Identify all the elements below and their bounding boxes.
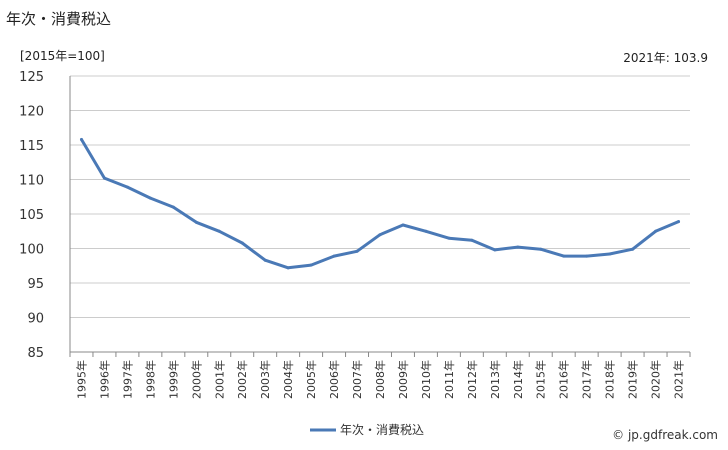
data-point — [447, 236, 451, 240]
data-point — [263, 258, 267, 262]
data-point — [401, 223, 405, 227]
x-tick-label: 2013年 — [488, 360, 502, 399]
x-tick-label: 2005年 — [304, 360, 318, 399]
x-tick-label: 1998年 — [143, 360, 157, 399]
x-tick-label: 2015年 — [534, 360, 548, 399]
y-tick-label: 95 — [27, 277, 44, 292]
x-tick-label: 1996年 — [97, 360, 111, 399]
x-tick-label: 2009年 — [396, 360, 410, 399]
y-tick-label: 100 — [19, 243, 44, 258]
chart-title: 年次・消費税込 — [6, 10, 112, 28]
data-point — [654, 229, 658, 233]
y-tick-label: 105 — [19, 208, 44, 223]
y-tick-label: 125 — [19, 70, 44, 85]
data-point — [516, 245, 520, 249]
x-tick-label: 2001年 — [212, 360, 226, 399]
x-tick-label: 1995年 — [74, 360, 88, 399]
x-tick-label: 2004年 — [281, 360, 295, 399]
x-tick-label: 1997年 — [120, 360, 134, 399]
data-point — [79, 137, 83, 141]
data-point — [562, 254, 566, 258]
x-tick-label: 2019年 — [626, 360, 640, 399]
data-point — [240, 241, 244, 245]
y-tick-label: 85 — [27, 346, 44, 361]
y-tick-label: 90 — [27, 312, 44, 327]
x-tick-label: 2011年 — [442, 360, 456, 399]
data-point — [631, 247, 635, 251]
legend: 年次・消費税込 — [310, 422, 424, 437]
x-tick-label: 2002年 — [235, 360, 249, 399]
x-tick-label: 2003年 — [258, 360, 272, 399]
x-tick-label: 2000年 — [189, 360, 203, 399]
data-point — [355, 249, 359, 253]
x-tick-label: 2012年 — [465, 360, 479, 399]
data-point — [309, 263, 313, 267]
data-point — [608, 252, 612, 256]
x-tick-label: 2017年 — [580, 360, 594, 399]
data-point — [332, 254, 336, 258]
data-point — [424, 229, 428, 233]
y-tick-label: 120 — [19, 105, 44, 120]
data-point — [585, 254, 589, 258]
data-point — [470, 238, 474, 242]
y-tick-label: 115 — [19, 139, 44, 154]
y-tick-label: 110 — [19, 174, 44, 189]
data-point — [677, 220, 681, 224]
y-axis-ticks: 85 90 95 100 105 110 115 120 125 — [19, 70, 44, 361]
data-point — [493, 248, 497, 252]
data-point — [286, 266, 290, 270]
x-axis-ticks: 1995年 1996年 1997年 1998年 1999年 2000年 2001年 2002年… — [69, 352, 691, 399]
x-tick-label: 2010年 — [419, 360, 433, 399]
x-tick-label: 2006年 — [327, 360, 341, 399]
x-tick-label: 2016年 — [557, 360, 571, 399]
data-point — [378, 233, 382, 237]
data-point — [171, 205, 175, 209]
source-credit: © jp.gdfreak.com — [612, 428, 718, 442]
data-point — [102, 176, 106, 180]
legend-label: 年次・消費税込 — [340, 422, 424, 437]
data-point — [539, 247, 543, 251]
x-tick-label: 2008年 — [373, 360, 387, 399]
latest-value-label: 2021年: 103.9 — [623, 51, 708, 65]
x-tick-label: 2018年 — [603, 360, 617, 399]
data-point — [194, 220, 198, 224]
grid-lines — [69, 75, 690, 353]
x-tick-label: 2007年 — [350, 360, 364, 399]
x-tick-label: 2020年 — [649, 360, 663, 399]
series-group — [79, 137, 681, 270]
data-point — [125, 185, 129, 189]
x-tick-label: 2014年 — [511, 360, 525, 399]
x-tick-label: 2021年 — [672, 360, 686, 399]
data-point — [217, 229, 221, 233]
x-tick-label: 1999年 — [166, 360, 180, 399]
unit-label: [2015年=100] — [20, 49, 105, 63]
data-point — [148, 196, 152, 200]
